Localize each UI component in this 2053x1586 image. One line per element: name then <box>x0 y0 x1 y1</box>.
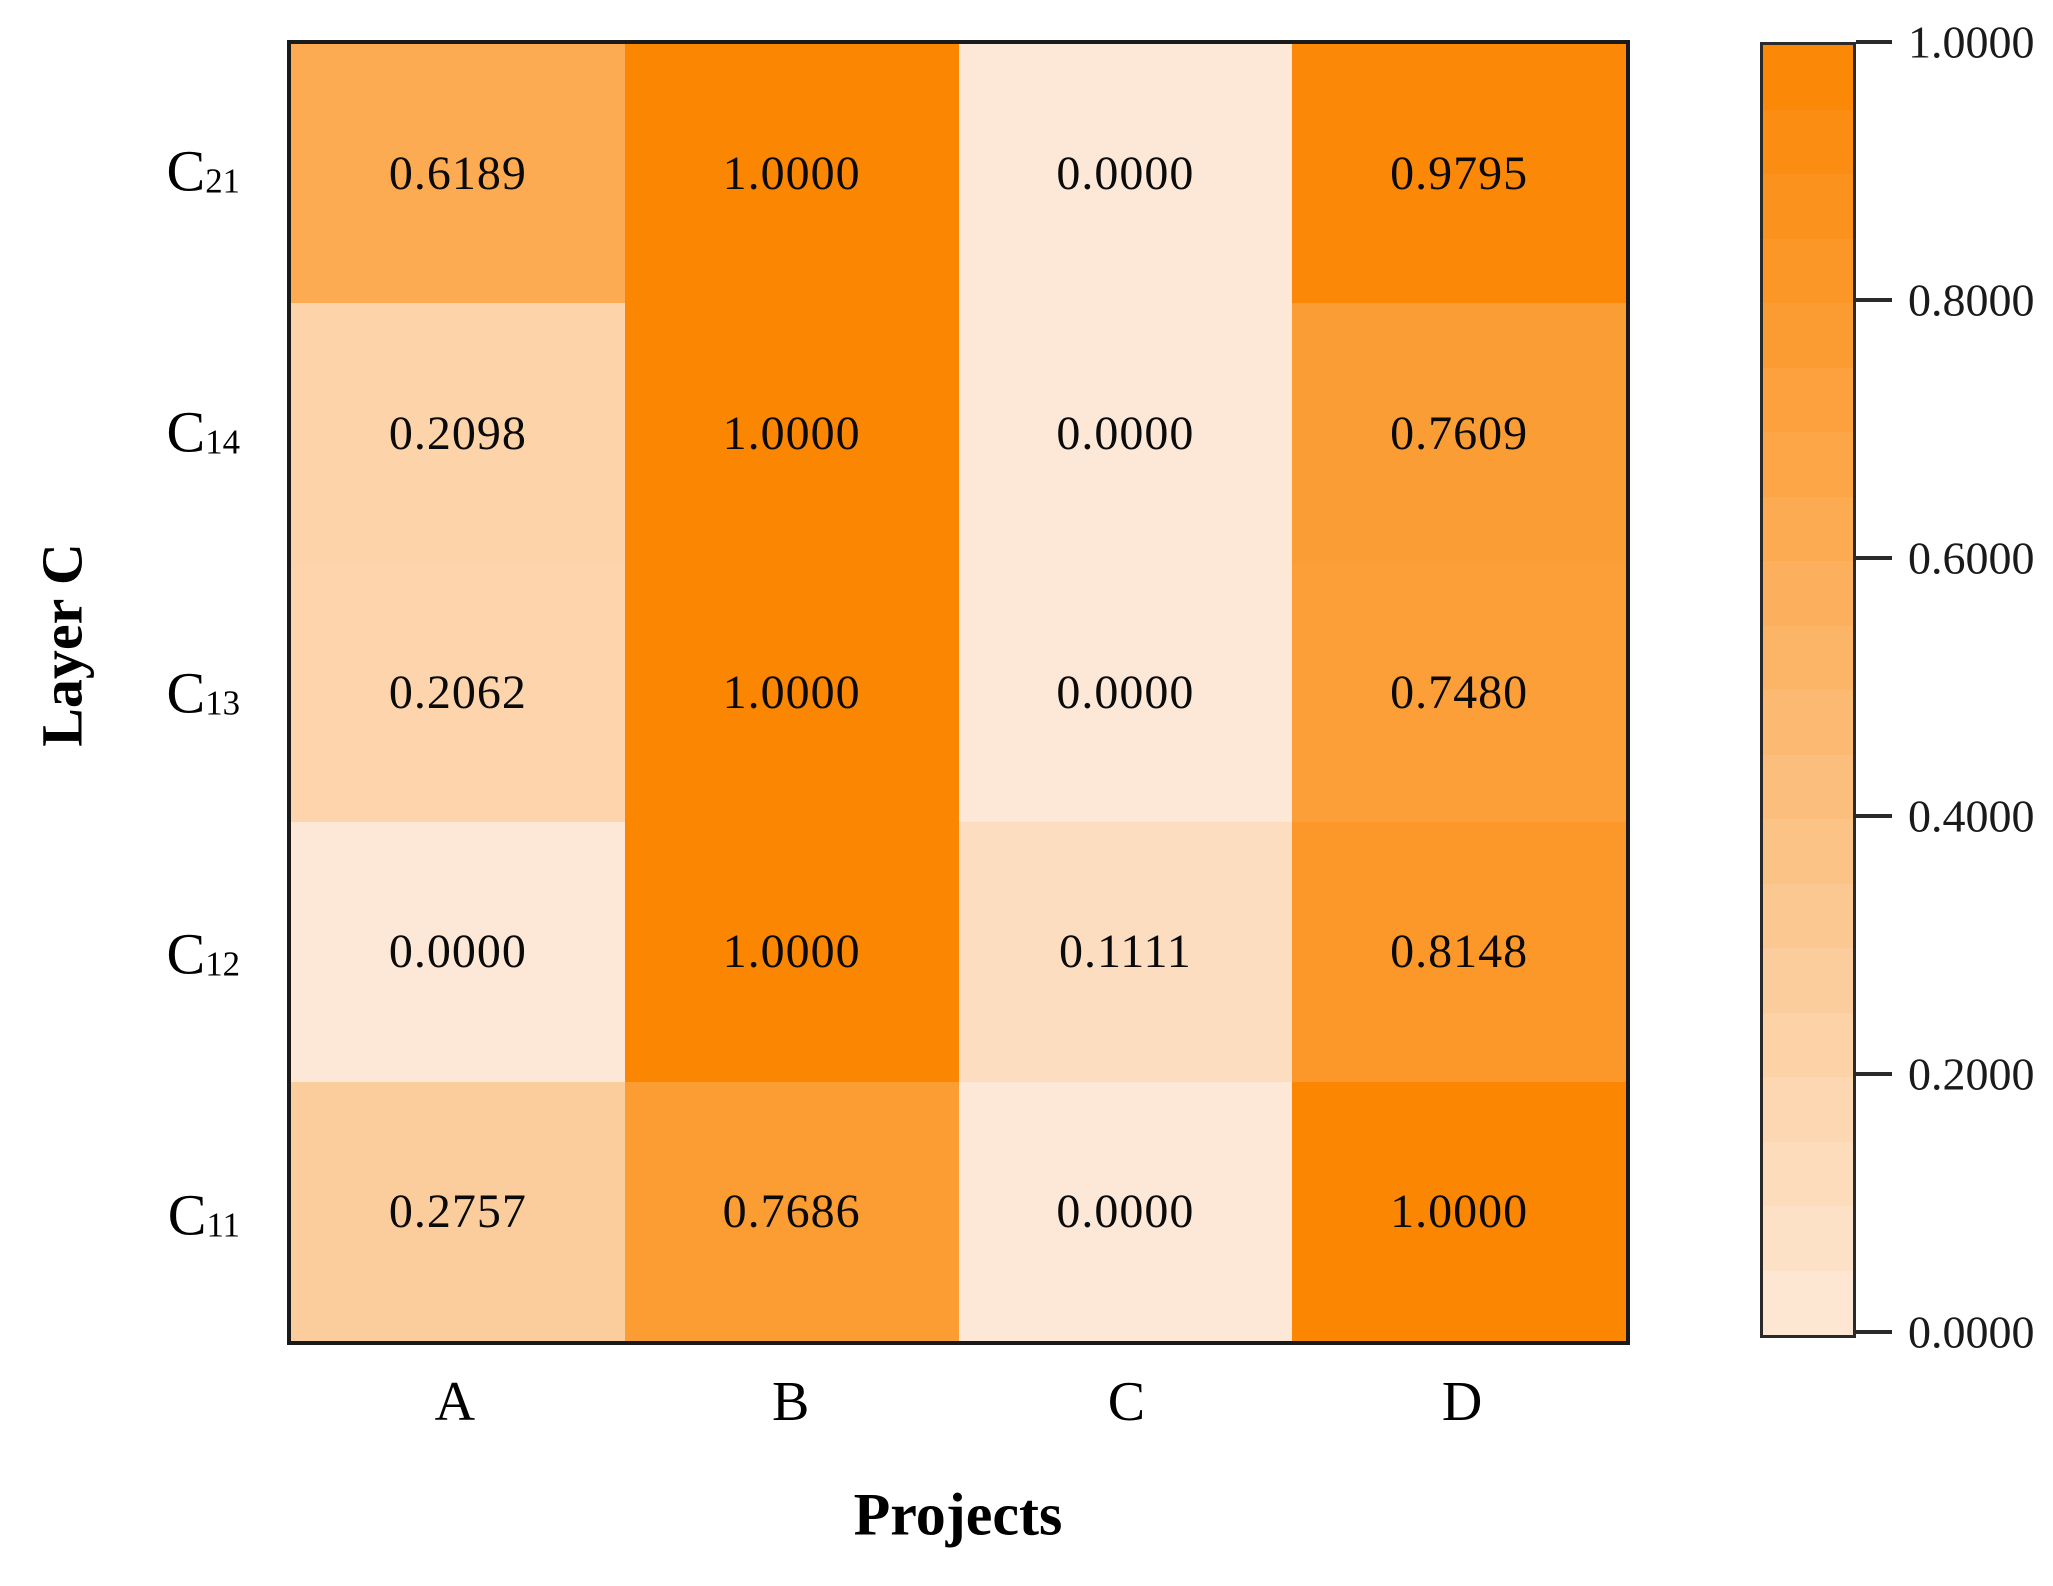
x-tick-label: A <box>434 1371 476 1433</box>
y-tick-label: C14 <box>166 399 240 464</box>
colorbar-band <box>1763 561 1853 626</box>
heatmap-cell: 0.9795 <box>1292 44 1626 304</box>
colorbar-band <box>1763 496 1853 561</box>
heatmap-cell-value: 0.2757 <box>388 1184 527 1238</box>
heatmap-cell: 1.0000 <box>624 822 959 1082</box>
heatmap-cell: 0.6189 <box>291 44 625 304</box>
heatmap-cell-value: 0.6189 <box>388 147 527 201</box>
heatmap-cell: 1.0000 <box>1292 1081 1626 1341</box>
heatmap-cell-value: 0.7686 <box>722 1184 861 1238</box>
colorbar-band <box>1763 1206 1853 1271</box>
colorbar-band <box>1763 1141 1853 1206</box>
colorbar-tick-label: 0.2000 <box>1908 1048 2035 1100</box>
colorbar-band <box>1763 432 1853 497</box>
colorbar-band <box>1763 1012 1853 1077</box>
y-tick-label: C11 <box>167 1182 240 1247</box>
colorbar-band <box>1763 367 1853 432</box>
y-tick-label: C12 <box>166 921 240 986</box>
colorbar-band <box>1763 690 1853 755</box>
heatmap-cell: 1.0000 <box>624 303 959 563</box>
x-axis-label: Projects <box>853 1481 1063 1548</box>
colorbar-tick-label: 0.4000 <box>1908 790 2035 842</box>
colorbar-band <box>1763 625 1853 690</box>
colorbar-tick-line <box>1856 814 1892 818</box>
colorbar-band <box>1763 883 1853 948</box>
colorbar-band <box>1763 109 1853 174</box>
heatmap-cell: 0.0000 <box>958 303 1293 563</box>
heatmap-plot: 0.6189 1.0000 0.0000 0.9795 0.2098 1.0000 0.00… <box>287 40 1630 1345</box>
heatmap-cell: 0.1111 <box>958 822 1293 1082</box>
heatmap-cell-value: 0.7609 <box>1390 406 1529 460</box>
heatmap-cell: 0.7686 <box>624 1081 959 1341</box>
heatmap-cell: 1.0000 <box>624 44 959 304</box>
colorbar-band <box>1763 948 1853 1013</box>
x-axis-tick-labels: A B C D <box>287 1362 1630 1442</box>
heatmap-cell-value: 0.0000 <box>1056 147 1195 201</box>
heatmap-cell-value: 1.0000 <box>1390 1184 1529 1238</box>
heatmap-cell: 0.0000 <box>958 1081 1293 1341</box>
colorbar-tick-label: 0.6000 <box>1908 532 2035 584</box>
heatmap-cell: 0.2062 <box>291 562 625 823</box>
colorbar-band <box>1763 174 1853 239</box>
colorbar-tick-label: 0.8000 <box>1908 274 2035 326</box>
heatmap-cell: 0.8148 <box>1292 822 1626 1082</box>
heatmap-cell-value: 0.7480 <box>1390 665 1529 719</box>
heatmap-cell: 0.2757 <box>291 1081 625 1341</box>
x-tick-label: D <box>1441 1371 1483 1433</box>
heatmap-cell-value: 0.2062 <box>388 665 527 719</box>
heatmap-cell-value: 0.2098 <box>388 406 527 460</box>
y-tick-label: C21 <box>166 138 240 203</box>
heatmap-cell: 0.2098 <box>291 303 625 563</box>
colorbar-band <box>1763 1270 1853 1335</box>
x-tick-label: B <box>771 1371 810 1433</box>
colorbar-band <box>1763 45 1853 110</box>
heatmap-cell: 0.0000 <box>958 44 1293 304</box>
y-tick-label: C13 <box>166 660 240 725</box>
heatmap-cell: 1.0000 <box>624 562 959 823</box>
heatmap-cell-value: 0.0000 <box>388 925 527 979</box>
heatmap-cell-value: 0.8148 <box>1390 925 1529 979</box>
heatmap-grid: 0.6189 1.0000 0.0000 0.9795 0.2098 1.0000 0.00… <box>291 44 1626 1341</box>
colorbar <box>1760 42 1856 1338</box>
heatmap-cell: 0.7609 <box>1292 303 1626 563</box>
colorbar-tick-label: 0.0000 <box>1908 1306 2035 1358</box>
colorbar-band <box>1763 238 1853 303</box>
heatmap-cell-value: 1.0000 <box>722 147 861 201</box>
heatmap-cell-value: 0.0000 <box>1056 665 1195 719</box>
colorbar-band <box>1763 819 1853 884</box>
colorbar-tick-line <box>1856 556 1892 560</box>
colorbar-band <box>1763 303 1853 368</box>
colorbar-tick-line <box>1856 298 1892 302</box>
heatmap-cell-value: 0.0000 <box>1056 406 1195 460</box>
colorbar-tick-label: 1.0000 <box>1908 16 2035 68</box>
y-axis-tick-labels: C21 C14 C13 C12 C11 <box>0 40 252 1345</box>
heatmap-cell: 0.0000 <box>291 822 625 1082</box>
colorbar-band <box>1763 754 1853 819</box>
heatmap-cell-value: 0.1111 <box>1059 925 1192 979</box>
colorbar-tick-line <box>1856 1072 1892 1076</box>
colorbar-band <box>1763 1077 1853 1142</box>
x-tick-label: C <box>1107 1371 1146 1433</box>
heatmap-cell: 0.7480 <box>1292 562 1626 823</box>
heatmap-cell-value: 0.0000 <box>1056 1184 1195 1238</box>
heatmap-cell: 0.0000 <box>958 562 1293 823</box>
heatmap-cell-value: 1.0000 <box>722 925 861 979</box>
colorbar-tick-line <box>1856 40 1892 44</box>
heatmap-cell-value: 1.0000 <box>722 665 861 719</box>
colorbar-tick-line <box>1856 1330 1892 1334</box>
heatmap-cell-value: 1.0000 <box>722 406 861 460</box>
heatmap-cell-value: 0.9795 <box>1390 147 1529 201</box>
